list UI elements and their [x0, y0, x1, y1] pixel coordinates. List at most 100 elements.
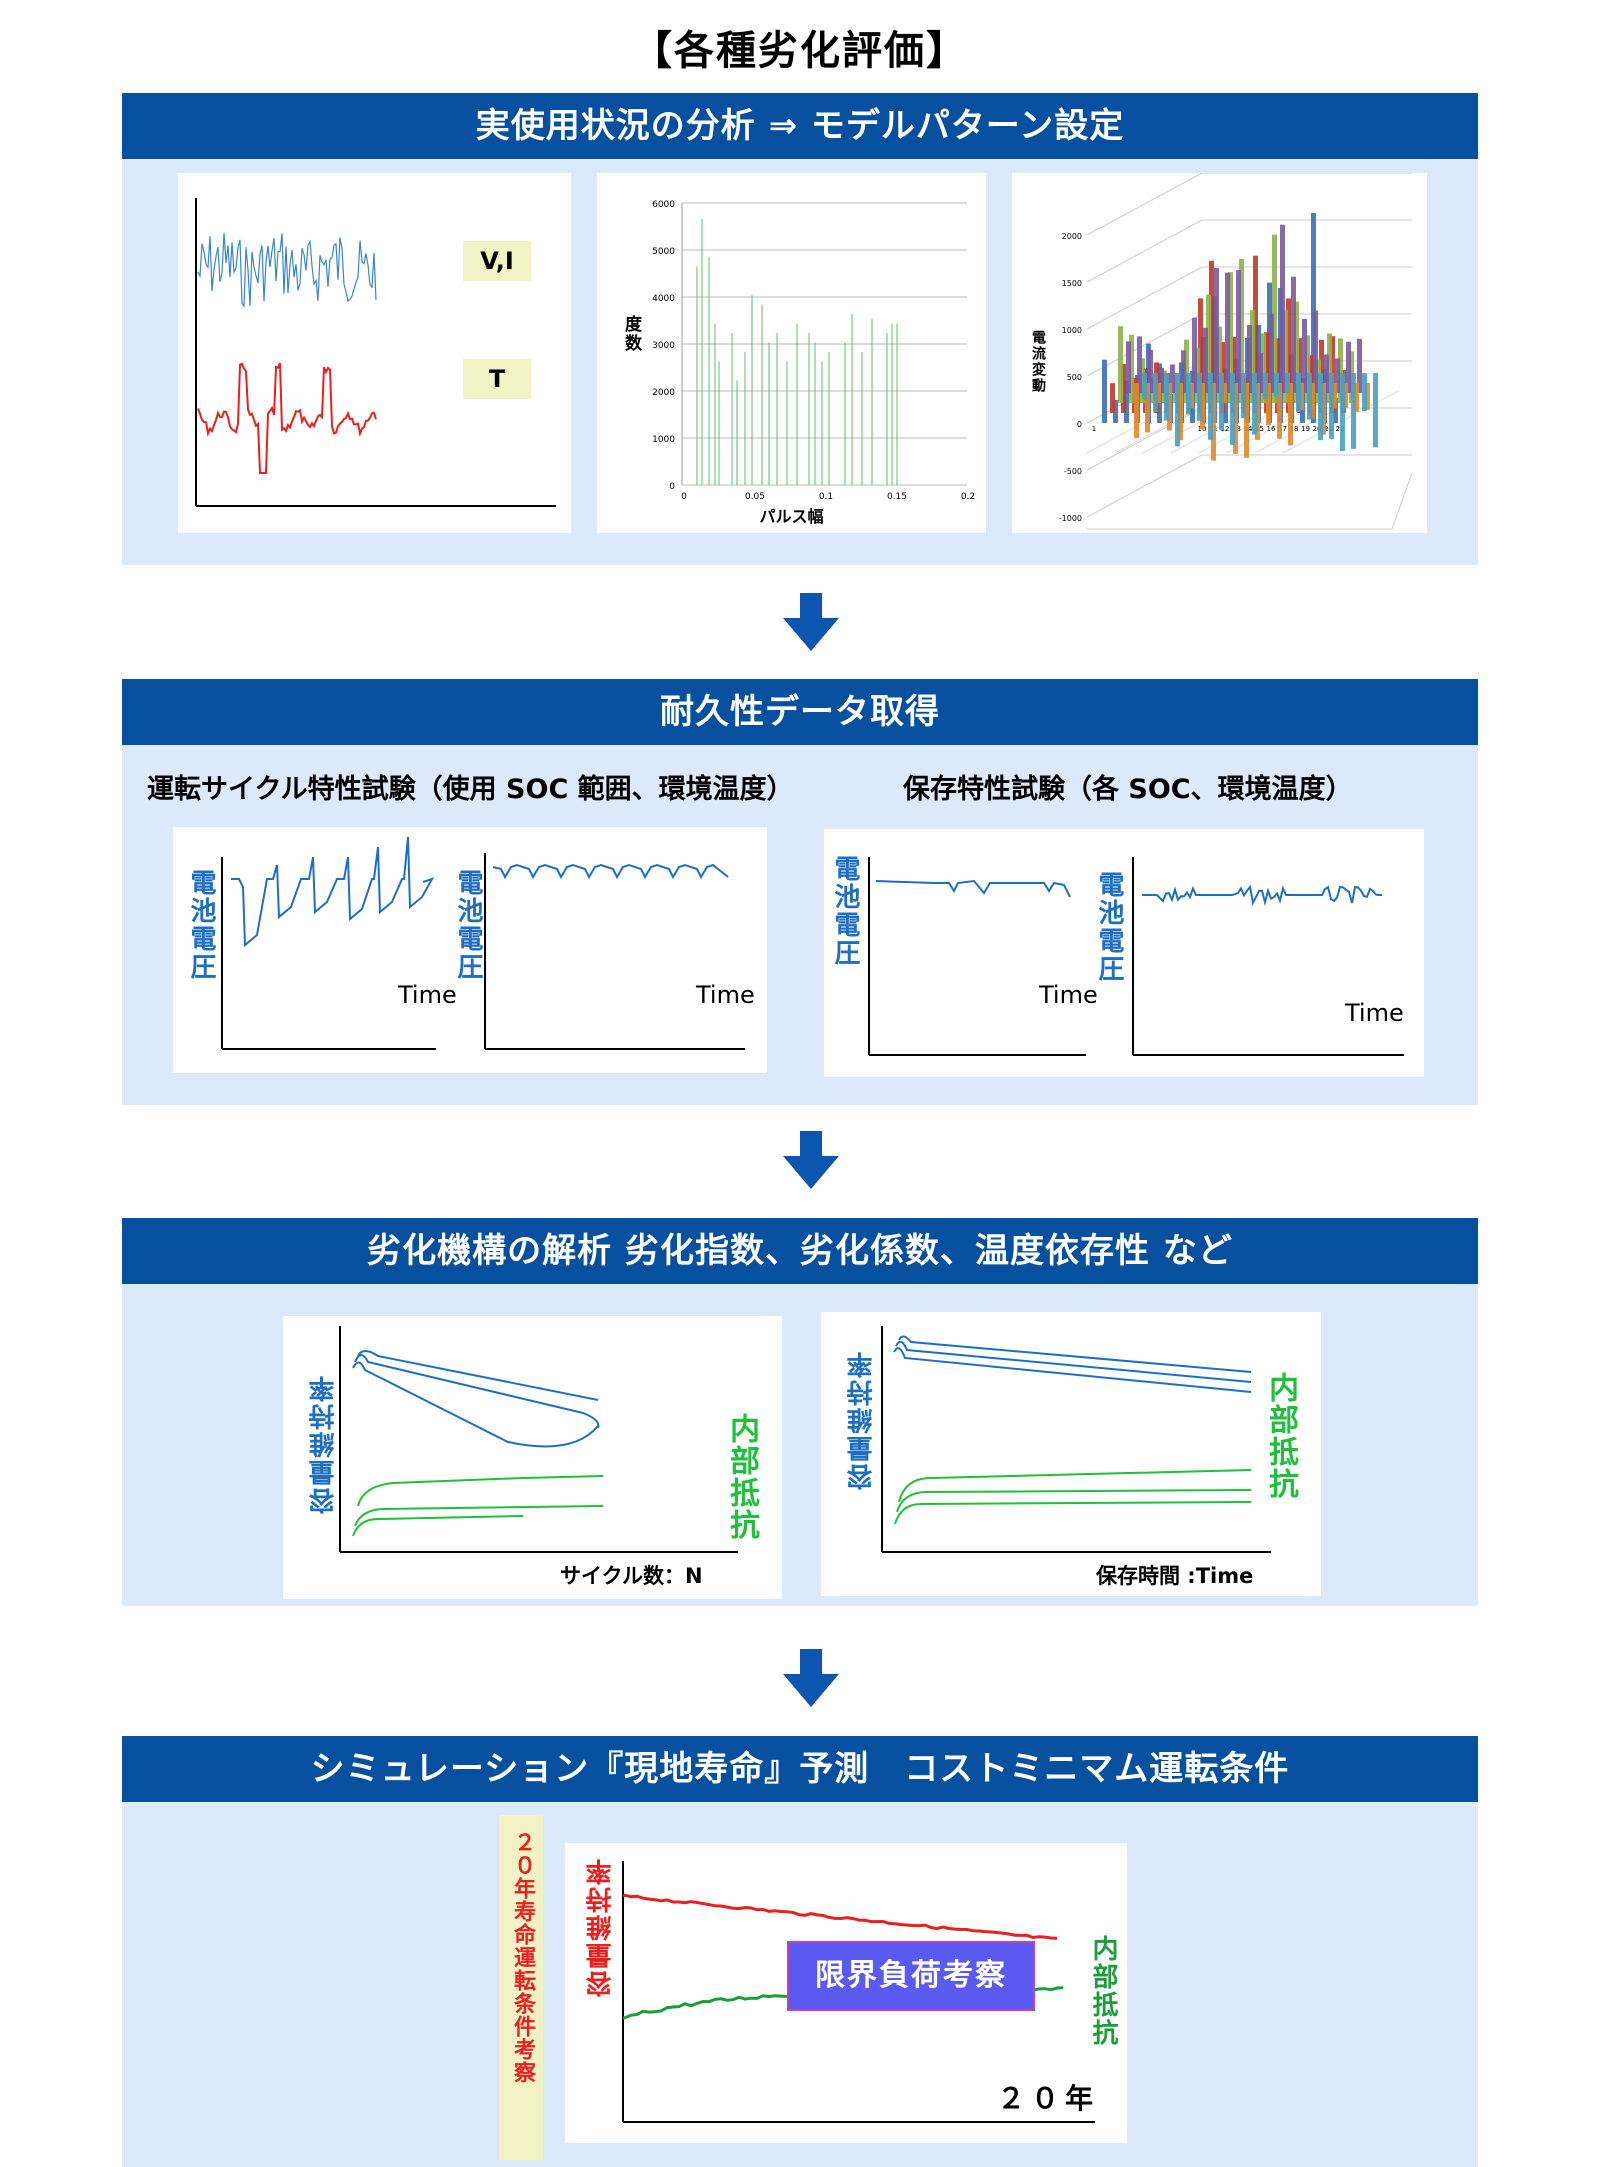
timeseries-card: V,I T — [178, 173, 571, 533]
bar3d-bar — [1310, 383, 1315, 419]
storage-test-graphs — [868, 857, 1404, 1056]
bar3d-bar — [1118, 326, 1123, 403]
bar3d-bar — [1307, 373, 1312, 420]
capacity-ylabel: 容量維持率 — [847, 1350, 877, 1490]
bar3d-x-tick: 1 — [1092, 425, 1096, 433]
bar3d-bar — [1313, 310, 1318, 393]
storage-ylabel-2: 電池電圧 — [1094, 871, 1124, 983]
bar3d-bar — [1167, 383, 1172, 431]
histogram-y-tick: 6000 — [652, 200, 675, 210]
bar3d-bar — [1277, 383, 1282, 439]
bar3d-bar — [1110, 383, 1115, 413]
cycle-xlabel-1: Time — [398, 981, 457, 1009]
cycle-degradation-graph — [339, 1326, 738, 1553]
resistance-line — [357, 1475, 604, 1507]
bar3d-z-tick: -500 — [1064, 467, 1082, 476]
cycle-voltage-line-2 — [492, 863, 729, 880]
bar3d-bar — [1343, 383, 1348, 408]
bar3d-bar — [1203, 327, 1208, 393]
bar3d-bar — [1217, 326, 1222, 403]
bar3d-bar — [1272, 234, 1277, 403]
cycle-degradation-card: 容量維持率 内部抵抗 サイクル数：N — [283, 1316, 782, 1599]
vi-label: V,I — [463, 241, 531, 281]
bar3d-bar — [1184, 339, 1189, 403]
storage-degradation-graph — [881, 1326, 1271, 1553]
bar3d-bar — [1102, 359, 1107, 423]
bar3d-bar — [1255, 383, 1260, 440]
storage-xlabel-2: Time — [1345, 999, 1404, 1027]
resistance-ylabel: 内部抵抗 — [1088, 1935, 1118, 2047]
bar3d-bar — [1236, 270, 1241, 393]
histogram-card: 6000 5000 4000 3000 2000 1000 0 0 0.05 0.1 0.15 0.… — [597, 173, 986, 533]
histogram-x-tick: 0 — [681, 492, 687, 502]
down-arrow-icon — [783, 1131, 839, 1189]
bar3d-bar — [1327, 333, 1332, 403]
storage-voltage-line-1 — [875, 879, 1071, 898]
bar3d-bar — [1340, 373, 1345, 451]
down-arrow-icon — [783, 593, 839, 651]
bar3d-bar — [1148, 349, 1153, 393]
twenty-year-xlabel: ２０年 — [997, 2082, 1100, 2115]
bar3d-bar — [1247, 325, 1252, 393]
cycle-ylabel-1: 電池電圧 — [186, 869, 216, 981]
vi-signal-line — [197, 232, 377, 308]
histogram-y-tick: 4000 — [652, 294, 675, 304]
bar3d-bar — [1244, 383, 1249, 458]
bar3d-bar — [1269, 313, 1274, 393]
bar3d-bar — [1126, 341, 1131, 393]
histogram-x-tick: 0.15 — [887, 492, 907, 502]
bar3d-bar — [1354, 383, 1359, 412]
bar3d-bar — [1181, 350, 1186, 393]
bar3d-bar — [1186, 373, 1191, 415]
bar3d-bar — [1225, 272, 1230, 393]
page-title: 【各種劣化評価】 — [632, 28, 968, 74]
bar3d-bar — [1252, 373, 1257, 435]
bar3d-bar — [1241, 373, 1246, 419]
bar3d-bar — [1321, 383, 1326, 435]
bar3d-x-tick: 17 — [1278, 425, 1287, 433]
bar3d-bar — [1178, 383, 1183, 441]
resistance-ylabel: 内部抵抗 — [724, 1413, 759, 1541]
bar3d-bar — [1288, 383, 1293, 446]
histogram-xlabel: パルス幅 — [759, 507, 824, 526]
resistance-line — [896, 1489, 1252, 1513]
capacity-line — [357, 1350, 599, 1401]
histogram-y-tick: 1000 — [652, 435, 675, 445]
bar3d-bar — [1373, 373, 1378, 448]
bar3d-bar — [1296, 373, 1301, 413]
capacity-line — [898, 1335, 1252, 1373]
bar3d-z-tick: -1000 — [1059, 514, 1082, 523]
bar3d-x-tick: 21 — [1324, 425, 1333, 433]
bar3d-bar — [1233, 383, 1238, 454]
bar3d-bar — [1250, 310, 1255, 403]
side-note-box: ２０年寿命運転条件考察 — [499, 1815, 543, 2160]
bar3d-bar — [1318, 373, 1323, 441]
bar3d-bar — [1228, 272, 1233, 403]
bar3d-bar — [1175, 373, 1180, 447]
bar3d-bar — [1164, 373, 1169, 421]
bar3d-bar — [1137, 336, 1142, 393]
histogram-y-tick: 3000 — [652, 341, 675, 351]
bar3d-bar — [1280, 224, 1285, 393]
cycle-test-title: 運転サイクル特性試験（使用 SOC 範囲、環境温度） — [147, 774, 794, 805]
bar3d-bar — [1263, 373, 1268, 400]
section4-header: シミュレーション『現地寿命』予測 コストミニマム運転条件 — [122, 1736, 1478, 1802]
resistance-line — [354, 1505, 604, 1527]
storage-voltage-line-2 — [1142, 884, 1382, 907]
bar3d-bar — [1219, 373, 1224, 430]
bar3d-z-tick: 0 — [1077, 420, 1082, 429]
bar3d-bar — [1362, 373, 1367, 412]
bar3d-bar — [1253, 255, 1258, 413]
bar3d-bar — [1357, 338, 1362, 393]
histogram-y-tick: 2000 — [652, 388, 675, 398]
bar3d-x-tick: 19 — [1301, 425, 1310, 433]
bar3d-bar — [1239, 258, 1244, 403]
histogram-ylabel: 度数 — [621, 315, 641, 353]
bar3d-ylabel: 電流変動 — [1030, 330, 1046, 394]
bar3d-bar — [1208, 373, 1213, 440]
bar3d-bar — [1305, 335, 1310, 403]
resistance-line — [894, 1501, 1252, 1525]
side-note-text: ２０年寿命運転条件考察 — [510, 1831, 535, 2084]
